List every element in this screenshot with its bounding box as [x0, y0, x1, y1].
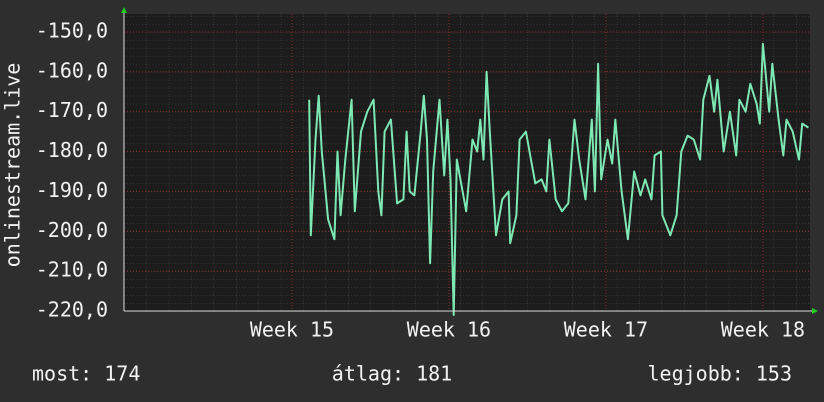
minor-grid: [124, 14, 810, 311]
y-tick-label: -160,0: [36, 58, 108, 82]
footer-now: most: 174: [32, 362, 140, 386]
x-arrow: [812, 308, 818, 314]
x-tick-label: Week 15: [250, 318, 334, 342]
x-tick-label: Week 17: [564, 318, 648, 342]
footer-average: átlag: 181: [332, 362, 452, 386]
y-arrow: [121, 7, 127, 13]
marks-layer: [308, 42, 809, 316]
x-tick-label: Week 18: [721, 318, 805, 342]
y-tick-label: -190,0: [36, 178, 108, 202]
x-tick-label: Week 16: [407, 318, 491, 342]
y-tick-label: -210,0: [36, 258, 108, 282]
data-line: [308, 42, 809, 316]
y-tick-label: -170,0: [36, 98, 108, 122]
y-tick-label: -220,0: [36, 298, 108, 322]
y-axis-label: onlinestream.live: [1, 63, 25, 268]
y-tick-label: -200,0: [36, 218, 108, 242]
footer-best: legjobb: 153: [648, 362, 793, 386]
y-tick-label: -180,0: [36, 138, 108, 162]
y-tick-label: -150,0: [36, 18, 108, 42]
